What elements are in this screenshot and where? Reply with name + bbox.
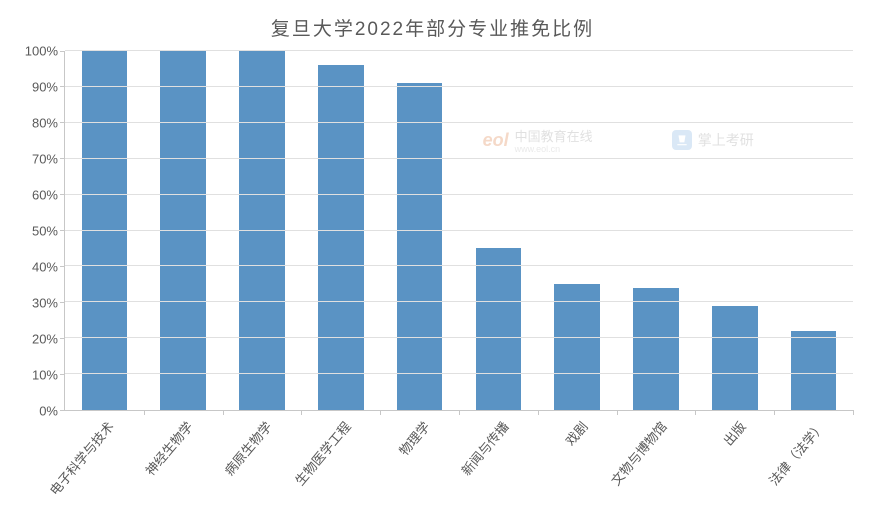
bar-slot (144, 51, 223, 410)
x-tick-label: 物理学 (394, 417, 434, 459)
gridline (65, 301, 853, 302)
bar (712, 306, 758, 410)
y-tickmark (60, 194, 65, 195)
x-label-slot: 出版 (695, 411, 774, 511)
gridline (65, 337, 853, 338)
bar-slot (459, 51, 538, 410)
bar (160, 51, 206, 410)
x-tickmark (853, 410, 854, 415)
bar (791, 331, 837, 410)
bar (633, 288, 679, 410)
bar-slot (538, 51, 617, 410)
x-tick-label: 病原生物学 (219, 417, 275, 479)
x-label-slot: 病原生物学 (222, 411, 301, 511)
gridline (65, 86, 853, 87)
y-tick-label: 100% (25, 44, 58, 59)
bar-slot (65, 51, 144, 410)
y-tickmark (60, 158, 65, 159)
bar-slot (695, 51, 774, 410)
y-tick-label: 90% (32, 80, 58, 95)
y-tick-label: 40% (32, 260, 58, 275)
y-tickmark (60, 122, 65, 123)
chart-container: 复旦大学2022年部分专业推免比例 0% 10% 20% 30% 40% 50% 60% 70… (0, 0, 871, 511)
x-tick-label: 戏剧 (560, 417, 591, 449)
bar (82, 51, 128, 410)
gridline (65, 265, 853, 266)
bar (318, 65, 364, 410)
y-tick-label: 60% (32, 188, 58, 203)
y-axis: 0%10%20%30%40%50%60%70%80%90%100% (12, 51, 64, 411)
bar-slot (617, 51, 696, 410)
gridline (65, 50, 853, 51)
gridline (65, 122, 853, 123)
bar (397, 83, 443, 410)
x-label-slot: 神经生物学 (143, 411, 222, 511)
plot-area: eol 中国教育在线 www.eol.cn 掌上考研 (64, 51, 853, 411)
plot-row: 0%10%20%30%40%50%60%70%80%90%100% eol 中国… (12, 51, 853, 411)
x-label-slot: 新闻与传播 (459, 411, 538, 511)
x-label-slot: 文物与博物馆 (616, 411, 695, 511)
y-tick-label: 0% (39, 404, 58, 419)
bar-slot (380, 51, 459, 410)
bar (239, 51, 285, 410)
bar (476, 248, 522, 410)
x-tick-label: 新闻与传播 (456, 417, 512, 479)
y-tickmark (60, 51, 65, 52)
bar-slot (301, 51, 380, 410)
y-tickmark (60, 86, 65, 87)
y-tick-label: 10% (32, 368, 58, 383)
y-tick-label: 20% (32, 332, 58, 347)
bar-slot (223, 51, 302, 410)
y-tickmark (60, 374, 65, 375)
y-tick-label: 30% (32, 296, 58, 311)
gridline (65, 158, 853, 159)
gridline (65, 373, 853, 374)
x-label-slot: 物理学 (380, 411, 459, 511)
x-label-slot: 电子科学与技术 (64, 411, 143, 511)
x-label-slot: 生物医学工程 (301, 411, 380, 511)
y-tickmark (60, 266, 65, 267)
bar-slot (774, 51, 853, 410)
y-tick-label: 80% (32, 116, 58, 131)
chart-title: 复旦大学2022年部分专业推免比例 (12, 8, 853, 51)
x-axis: 电子科学与技术神经生物学病原生物学生物医学工程物理学新闻与传播 戏剧文物与博物馆出… (64, 411, 853, 511)
y-tickmark (60, 302, 65, 303)
gridline (65, 230, 853, 231)
y-tickmark (60, 230, 65, 231)
y-tick-label: 70% (32, 152, 58, 167)
x-tick-label: 电子科学与技术 (45, 417, 118, 499)
y-tickmark (60, 338, 65, 339)
x-label-slot: 法律（法学） (774, 411, 853, 511)
bars-group (65, 51, 853, 410)
bar (554, 284, 600, 410)
x-tick-label: 出版 (718, 417, 749, 449)
x-tick-label: 神经生物学 (141, 417, 197, 479)
y-tick-label: 50% (32, 224, 58, 239)
gridline (65, 194, 853, 195)
x-label-slot: 戏剧 (537, 411, 616, 511)
